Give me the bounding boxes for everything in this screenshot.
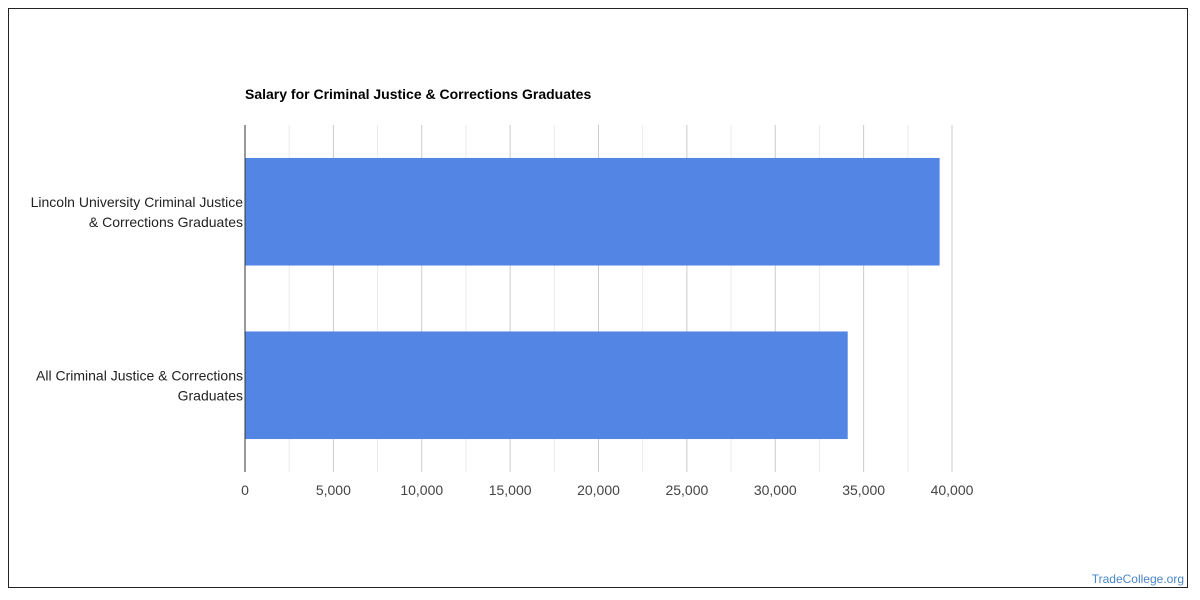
x-tick-label: 25,000 <box>665 482 708 498</box>
category-label-line: & Corrections Graduates <box>89 214 243 230</box>
category-label-line: Graduates <box>178 387 243 403</box>
chart-title: Salary for Criminal Justice & Correction… <box>245 86 591 102</box>
category-label-line: All Criminal Justice & Corrections <box>36 367 243 383</box>
x-tick-label: 20,000 <box>577 482 620 498</box>
x-tick-label: 10,000 <box>400 482 443 498</box>
x-tick-label: 35,000 <box>842 482 885 498</box>
x-tick-label: 15,000 <box>489 482 532 498</box>
x-tick-labels: 0 5,000 10,000 15,000 20,000 25,000 30,000 35,0… <box>241 482 974 498</box>
category-label-line: Lincoln University Criminal Justice <box>31 194 244 210</box>
bar-1[interactable] <box>245 331 848 440</box>
category-label-1: All Criminal Justice & Corrections Gradua… <box>36 367 243 403</box>
x-tick-label: 5,000 <box>316 482 351 498</box>
x-tick-label: 40,000 <box>931 482 974 498</box>
x-tick-label: 0 <box>241 482 249 498</box>
bar-0[interactable] <box>245 157 940 266</box>
bars <box>245 157 940 440</box>
x-tick-label: 30,000 <box>754 482 797 498</box>
category-label-0: Lincoln University Criminal Justice & Cor… <box>31 194 244 230</box>
category-labels: Lincoln University Criminal Justice & Cor… <box>31 194 244 404</box>
watermark[interactable]: TradeCollege.org <box>1091 572 1184 586</box>
